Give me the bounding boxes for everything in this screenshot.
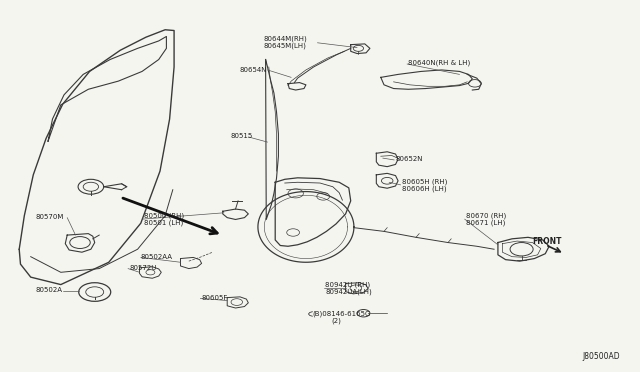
Text: 80500 (RH): 80500 (RH) (144, 212, 184, 219)
Text: 80942U (RH): 80942U (RH) (325, 282, 371, 288)
Text: 80640N(RH & LH): 80640N(RH & LH) (408, 60, 470, 67)
Text: 80670 (RH): 80670 (RH) (466, 212, 506, 219)
Text: 80652N: 80652N (396, 156, 423, 162)
Text: (2): (2) (332, 317, 341, 324)
Text: 80515: 80515 (230, 133, 253, 139)
Text: 80942UA(LH): 80942UA(LH) (325, 289, 372, 295)
Text: 80605H (RH): 80605H (RH) (402, 178, 447, 185)
Text: FRONT: FRONT (532, 237, 562, 246)
Text: 80671 (LH): 80671 (LH) (466, 219, 506, 226)
Text: 80572U: 80572U (129, 265, 157, 271)
Text: (B)08146-6165G: (B)08146-6165G (312, 310, 371, 317)
Text: 80502A: 80502A (35, 287, 62, 293)
Text: J80500AD: J80500AD (582, 352, 620, 361)
Text: 80502AA: 80502AA (141, 254, 173, 260)
Text: 80606H (LH): 80606H (LH) (402, 185, 447, 192)
Text: 80644M(RH): 80644M(RH) (264, 36, 307, 42)
Text: 80570M: 80570M (35, 214, 63, 219)
Text: 80654N: 80654N (240, 67, 268, 73)
Text: 80501 (LH): 80501 (LH) (144, 219, 183, 226)
Text: 80605F: 80605F (202, 295, 228, 301)
Text: 80645M(LH): 80645M(LH) (264, 43, 307, 49)
